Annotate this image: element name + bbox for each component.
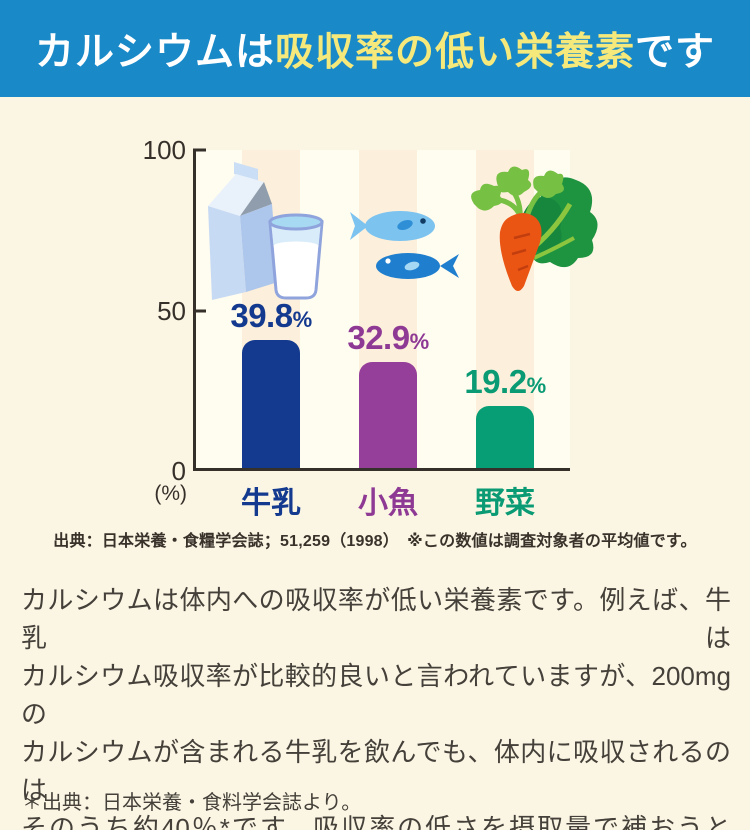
bar-value-label: 19.2% <box>464 363 547 400</box>
carrot-and-leafy-greens-icon <box>462 160 602 305</box>
bar-value-unit: % <box>526 373 547 398</box>
plot-area: 39.8% 32.9% 19.2% <box>193 150 570 471</box>
y-axis-tick-label: 50 <box>157 295 186 326</box>
y-axis-tick-label: 100 <box>142 135 186 165</box>
bar <box>359 362 417 468</box>
body-line: カルシウムは体内への吸収率が低い栄養素です。例えば、牛乳は <box>21 585 731 653</box>
y-axis-tick-mark <box>193 148 206 152</box>
source-note: 出典：日本栄養・食糧学会誌；51,259（1998） ※この数値は調査対象者の平… <box>53 533 697 550</box>
body-line: そのうち約40％*です。吸収率の低さを摂取量で補おうと <box>21 813 731 830</box>
body-text: カルシウムは体内への吸収率が低い栄養素です。例えば、牛乳は カルシウム吸収率が比較… <box>21 581 731 830</box>
header: カルシウムは吸収率の低い栄養素です <box>0 0 750 97</box>
bar-column: 32.9% <box>347 150 429 468</box>
bar-value-unit: % <box>292 307 313 332</box>
page-title-segment: です <box>635 30 716 74</box>
y-axis-tick-label: 0 <box>171 456 186 486</box>
footnote: ＊出典：日本栄養・食料学会誌より。 <box>22 792 362 814</box>
category-label: 牛乳 <box>241 487 301 520</box>
bar <box>242 340 300 468</box>
bar-column: 39.8% <box>230 150 312 468</box>
bar-value-label: 39.8% <box>230 297 313 334</box>
page-title: カルシウムは吸収率の低い栄養素です <box>35 21 715 77</box>
body-line: カルシウムが含まれる牛乳を飲んでも、体内に吸収されるのは <box>21 737 731 805</box>
bar-value-unit: % <box>409 329 430 354</box>
y-axis-tick-mark <box>193 309 206 312</box>
page-title-segment: カルシウムは <box>34 30 275 74</box>
y-axis-unit-label: (%) <box>154 482 187 505</box>
body-line: カルシウム吸収率が比較的良いと言われていますが、200mgの <box>21 661 731 729</box>
bar-value-label: 32.9% <box>347 319 430 356</box>
page-title-segment: 吸収率の低い栄養素 <box>274 30 635 74</box>
milk-carton-and-glass-icon <box>200 158 340 303</box>
bar-value-number: 39.8 <box>230 297 293 334</box>
category-label: 小魚 <box>358 487 418 520</box>
category-label: 野菜 <box>475 487 535 520</box>
bar-value-number: 19.2 <box>464 363 527 400</box>
bar <box>476 406 534 468</box>
two-fish-icon <box>348 200 463 295</box>
bar-value-number: 32.9 <box>347 319 410 356</box>
